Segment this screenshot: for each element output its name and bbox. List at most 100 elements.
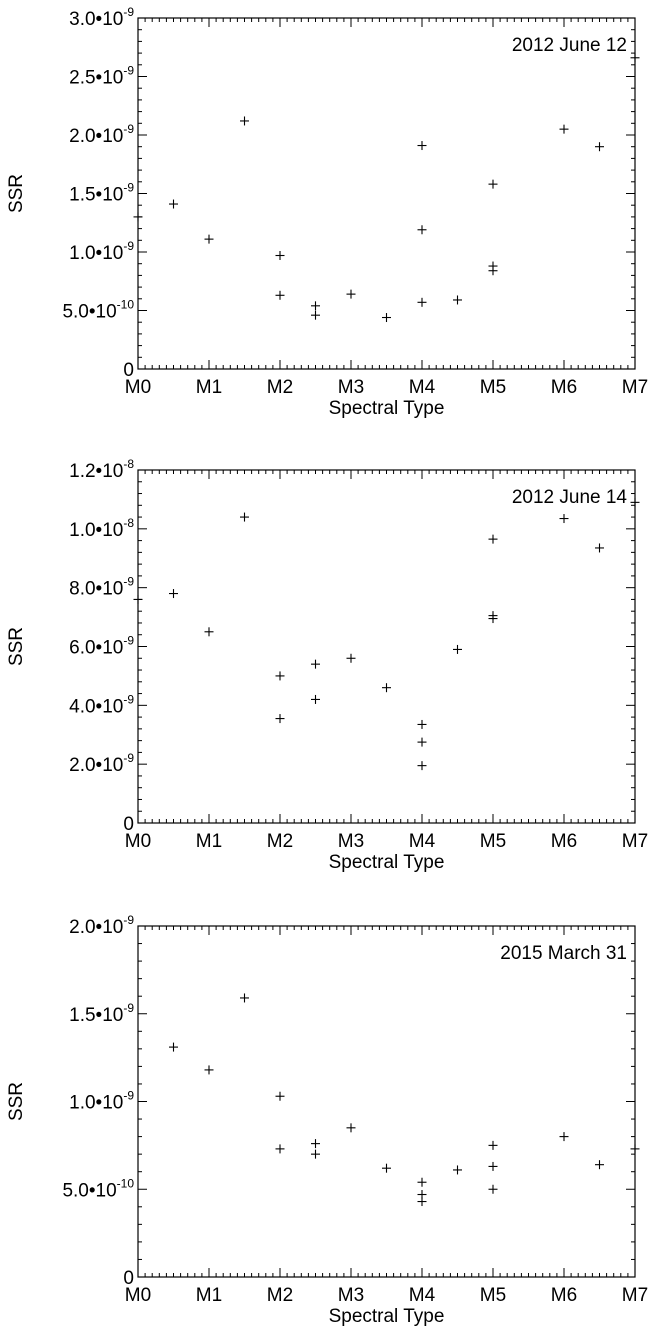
data-point [595,142,604,152]
data-point [453,1165,462,1175]
x-tick-label: M0 [125,1285,151,1306]
data-point [417,297,427,307]
data-point [559,514,569,524]
data-point [133,594,143,604]
y-tick-label: 1.5•10-9 [69,1001,134,1026]
data-point [275,714,285,724]
data-point [417,141,427,151]
data-point [559,124,569,134]
data-point [417,1177,427,1187]
data-point [595,1160,604,1170]
data-point [346,653,356,663]
x-tick-label: M2 [267,831,293,852]
data-point [311,1139,320,1149]
data-point [311,1149,320,1159]
data-point [488,1161,498,1171]
data-point [417,737,427,747]
data-point [275,1091,285,1101]
data-point [417,719,427,729]
x-axis-label: Spectral Type [329,1306,445,1327]
y-tick-label: 2.0•10-9 [69,122,134,147]
data-point [240,993,249,1003]
panel-date-annotation: 2015 March 31 [500,943,627,964]
data-point [275,671,285,681]
data-point [630,497,640,507]
data-point [382,683,391,693]
x-tick-label: M7 [622,831,648,852]
x-tick-label: M1 [196,1285,222,1306]
y-axis-label: SSR [6,1082,27,1121]
y-axis-label: SSR [6,174,27,213]
y-tick-label: 4.0•10-9 [69,692,134,717]
y-tick-label: 2.0•10-9 [69,751,134,776]
data-point [630,1144,640,1154]
x-tick-label: M3 [338,1285,364,1306]
data-point [417,1197,427,1207]
y-tick-label: 1.2•10-8 [69,457,134,482]
x-tick-label: M3 [338,831,364,852]
data-point [204,627,214,637]
x-tick-label: M7 [622,1285,648,1306]
y-tick-label: 2.0•10-9 [69,913,134,938]
x-tick-label: M2 [267,377,293,398]
panel-date-annotation: 2012 June 12 [512,35,627,56]
y-tick-label: 0 [123,814,134,835]
plot-frame [137,469,636,824]
data-point [417,761,427,771]
data-point [453,644,462,654]
y-tick-label: 0 [123,1268,134,1289]
panel-date-annotation: 2012 June 14 [512,487,628,508]
data-point [382,1163,391,1173]
y-tick-label: 1.0•10-9 [69,239,134,264]
x-tick-label: M7 [622,377,648,398]
x-tick-label: M2 [267,1285,293,1306]
data-point [453,295,462,305]
x-tick-label: M5 [480,1285,506,1306]
data-point [275,251,285,261]
data-point [311,659,320,669]
data-point [630,53,640,63]
data-point [488,614,498,624]
data-point [488,1140,498,1150]
chart-panel-3: M0 M1 M2 M3 M4 M5 M6 M7 0 5.0•10-10 1.0•10-9 1.5•10… [6,913,648,1327]
x-tick-label: M1 [196,831,222,852]
data-point [240,116,249,126]
x-tick-label: M3 [338,377,364,398]
chart-panel-1: M0 M1 M2 M3 M4 M5 M6 M7 0 5.0•10-10 1.0•10-9 1.5•10… [6,5,648,419]
y-tick-label: 8.0•10-9 [69,575,134,600]
data-point [169,589,178,599]
y-tick-label: 6.0•10-9 [69,634,134,659]
data-point [346,289,356,299]
data-point [346,1123,356,1133]
x-axis-label: Spectral Type [329,398,445,419]
x-axis-label: Spectral Type [329,852,445,873]
data-point [311,310,320,320]
chart-panel-2: M0 M1 M2 M3 M4 M5 M6 M7 0 2.0•10-9 4.0•10-9 6.0•10-… [6,457,648,873]
y-tick-label: 2.5•10-9 [69,64,134,89]
data-point [488,1184,498,1194]
data-point [275,1144,285,1154]
y-axis-label: SSR [6,627,27,666]
x-tick-label: M5 [480,831,506,852]
y-tick-label: 5.0•10-10 [62,1176,134,1201]
data-point [311,301,320,311]
data-point [204,234,214,244]
data-point [311,694,320,704]
x-tick-label: M6 [551,831,577,852]
data-point [488,534,498,544]
y-tick-label: 0 [123,360,134,381]
y-tick-label: 3.0•10-9 [69,5,134,30]
data-point [595,543,604,553]
x-tick-label: M0 [125,831,151,852]
data-point [133,212,143,222]
y-tick-label: 1.5•10-9 [69,181,134,206]
data-point [169,199,178,209]
data-point [169,1042,178,1052]
data-point [204,1065,214,1075]
data-point [417,225,427,235]
data-point [488,179,498,189]
y-tick-label: 5.0•10-10 [62,298,134,323]
y-tick-label: 1.0•10-8 [69,516,134,541]
data-point [240,512,249,522]
